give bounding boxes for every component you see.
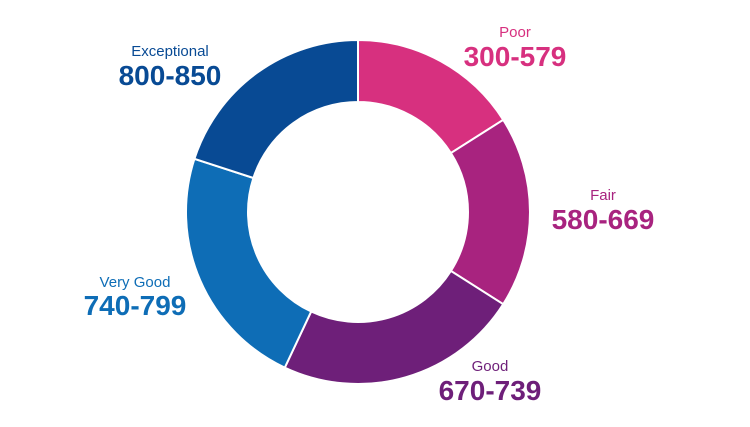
donut-slices [185, 38, 531, 385]
exceptional-label: Exceptional [131, 43, 209, 60]
good-label: Good [472, 358, 509, 375]
very-good-label: Very Good [100, 274, 171, 291]
good-slice [283, 269, 505, 385]
exceptional-range-label: 800-850 [119, 60, 222, 91]
very-good-range-label: 740-799 [84, 290, 187, 321]
fair-slice [449, 118, 531, 306]
poor-range-label: 300-579 [464, 41, 567, 72]
poor-label: Poor [499, 24, 531, 41]
exceptional-slice [193, 38, 359, 180]
good-range-label: 670-739 [439, 375, 542, 406]
very-good-slice [185, 157, 313, 369]
fair-range-label: 580-669 [552, 204, 655, 235]
fair-label: Fair [590, 187, 616, 204]
